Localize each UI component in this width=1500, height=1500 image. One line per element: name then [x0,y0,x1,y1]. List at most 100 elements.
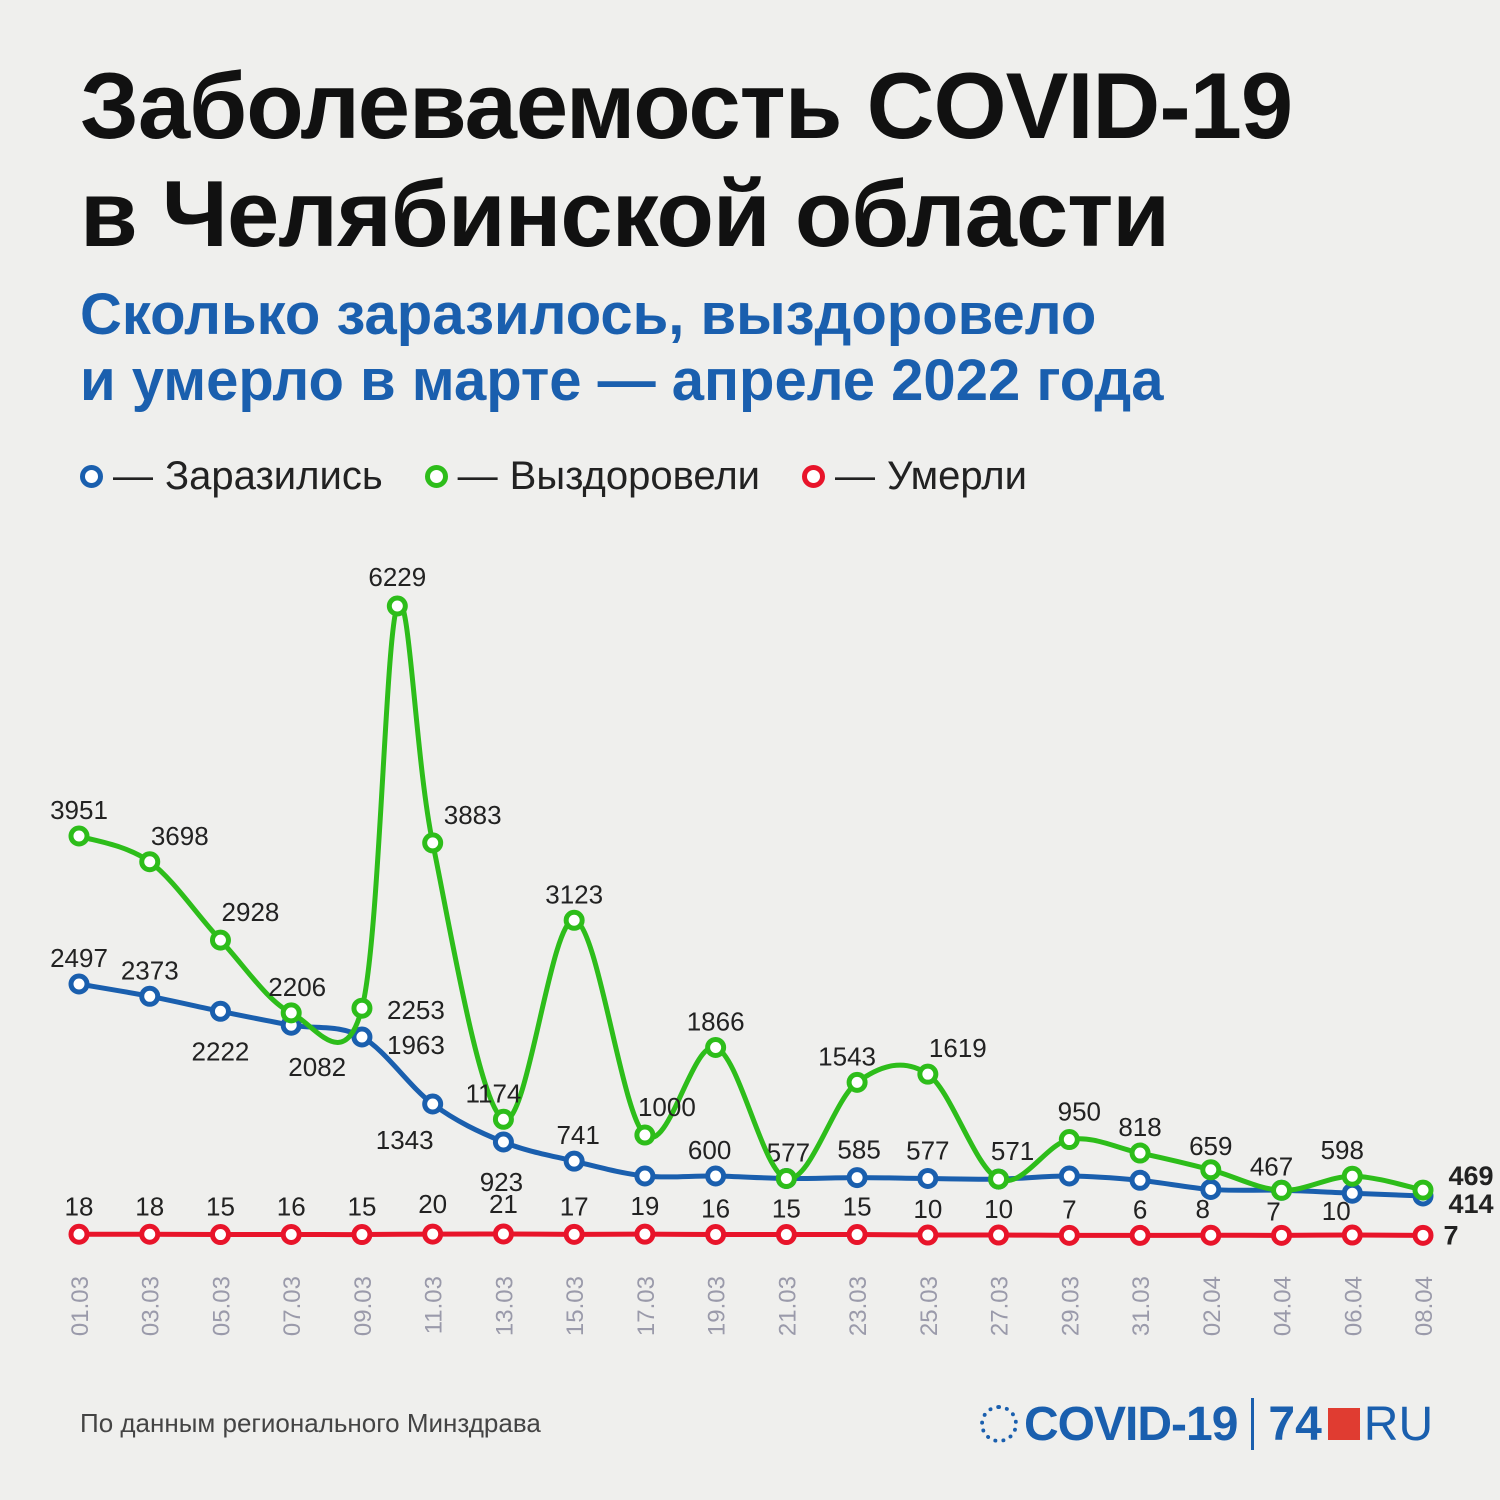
data-label: 950 [1058,1097,1101,1127]
data-label: 3951 [50,795,108,825]
data-point [280,1223,302,1245]
x-tick-label: 02.04 [1199,1276,1226,1336]
data-label: 598 [1321,1135,1364,1165]
subtitle-line-2: и умерло в марте — апреле 2022 года [80,348,1164,413]
data-label: 10 [913,1194,942,1224]
data-label: 15 [347,1192,376,1222]
data-label: 7 [1062,1194,1076,1224]
data-point [1341,1165,1363,1187]
x-tick-label: 31.03 [1128,1276,1155,1336]
data-point [1271,1179,1293,1201]
data-point [1200,1224,1222,1246]
data-label: 20 [418,1189,447,1219]
data-label: 3698 [151,821,209,851]
data-point [1129,1142,1151,1164]
data-point [209,1000,231,1022]
x-tick-label: 19.03 [704,1276,731,1336]
data-label: 17 [560,1191,589,1221]
logo: COVID-19 74 RU [980,1392,1433,1456]
legend-label-died: Умерли [887,453,1027,498]
data-label: 10 [984,1194,1013,1224]
data-point [634,1223,656,1245]
legend-label-infected: Заразились [165,453,383,498]
data-point [988,1224,1010,1246]
title-line-2: в Челябинской области [80,161,1170,266]
chart-subtitle: Сколько заразилось, выздоровело и умерло… [80,282,1163,414]
chart-title: Заболеваемость COVID-19 в Челябинской об… [80,52,1293,268]
data-point [68,1223,90,1245]
data-label: 1543 [818,1041,876,1071]
x-tick-label: 15.03 [562,1276,589,1336]
data-point [351,1026,373,1048]
data-point [492,1223,514,1245]
legend-item-recovered: — Выздоровели [424,453,761,499]
data-point [209,1224,231,1246]
data-label: 6229 [368,562,426,592]
x-tick-label: 04.04 [1270,1276,1297,1336]
data-point [705,1223,727,1245]
data-point [705,1165,727,1187]
data-point [1058,1165,1080,1187]
data-point [68,825,90,847]
data-label: 15 [206,1192,235,1222]
data-label: 3123 [545,879,603,909]
virus-icon [980,1405,1018,1443]
data-point [705,1036,727,1058]
data-label: 7 [1443,1220,1458,1250]
data-point [1129,1224,1151,1246]
x-tick-label: 25.03 [916,1276,943,1336]
x-tick-label: 05.03 [208,1276,235,1336]
data-point [492,1131,514,1153]
data-point [1341,1224,1363,1246]
legend-item-died: — Умерли [802,454,1027,499]
data-point [563,1223,585,1245]
data-label: 2206 [268,972,326,1002]
data-point [1058,1129,1080,1151]
data-label: 571 [991,1136,1034,1166]
legend-item-infected: — Заразились [80,454,383,499]
x-tick-label: 09.03 [350,1276,377,1336]
logo-covid-text: COVID-19 [1024,1397,1238,1451]
x-tick-label: 27.03 [987,1276,1014,1336]
title-line-1: Заболеваемость COVID-19 [80,53,1293,158]
series-line [76,981,1426,1199]
data-label: 1000 [638,1092,696,1122]
data-point [139,985,161,1007]
logo-red-square-icon [1327,1408,1360,1440]
data-point [1200,1159,1222,1181]
data-point [280,1002,302,1024]
data-point [846,1167,868,1189]
data-label: 1963 [387,1030,445,1060]
data-point [563,909,585,931]
legend-label-recovered: Выздоровели [509,453,761,498]
data-label: 1174 [465,1078,521,1108]
data-point [1412,1224,1434,1246]
data-point [422,832,444,854]
data-point [1058,1224,1080,1246]
data-label: 600 [688,1135,731,1165]
data-label: 10 [1322,1196,1351,1226]
data-label: 585 [837,1135,880,1165]
data-point [422,1223,444,1245]
x-tick-label: 11.03 [421,1276,448,1334]
data-point [563,1150,585,1172]
data-label: 2373 [121,955,179,985]
data-point [775,1167,797,1189]
data-label: 15 [772,1194,801,1224]
series-line [76,1231,1426,1238]
data-point [139,851,161,873]
data-label: 741 [556,1120,599,1150]
x-tick-label: 08.04 [1411,1276,1438,1336]
data-label: 1619 [929,1033,987,1063]
data-label: 818 [1118,1112,1161,1142]
data-point [634,1124,656,1146]
data-label: 16 [277,1191,306,1221]
data-label: 19 [630,1191,659,1221]
legend-dash: — [835,453,876,498]
data-point [917,1063,939,1085]
data-point [1271,1224,1293,1246]
data-label: 15 [843,1192,872,1222]
data-label: 3883 [444,800,502,830]
data-point [139,1223,161,1245]
